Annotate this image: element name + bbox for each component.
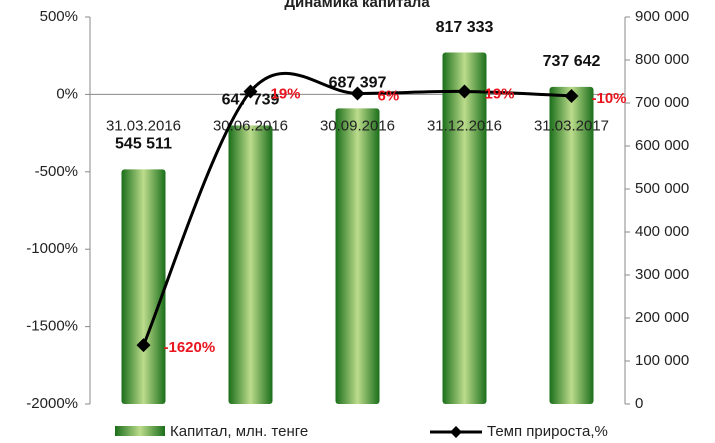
bar-value-label: 737 642 [543,53,601,70]
y-tick-label: 0% [56,85,78,102]
y2-tick-label: 100 000 [635,352,689,369]
y2-tick-label: 900 000 [635,8,689,25]
y2-tick-label: 800 000 [635,51,689,68]
y-tick-label: -2000% [26,395,78,412]
legend-swatch [450,426,462,438]
y-tick-label: -1000% [26,240,78,257]
y2-tick-label: 700 000 [635,94,689,111]
x-tick-label: 30.09.2016 [320,117,395,134]
bar [121,169,166,404]
bar [549,86,594,405]
bar [442,52,487,404]
line-marker [136,338,151,353]
bar [335,108,380,405]
x-tick-label: 31.03.2017 [534,117,609,134]
bar-value-label: 687 397 [329,75,387,92]
legend-swatch [115,426,165,436]
line-value-label: -1620% [164,339,216,356]
line [142,71,572,346]
line-value-label: 19% [485,85,515,102]
bar-value-label: 647 739 [222,92,280,109]
y-tick-label: -1500% [26,318,78,335]
line-marker [350,86,365,101]
line-marker [243,84,258,99]
y2-tick-label: 300 000 [635,266,689,283]
legend-label: Темп прироста,% [487,423,608,440]
line-value-label: 6% [378,87,400,104]
y2-tick-label: 200 000 [635,309,689,326]
x-tick-label: 31.03.2016 [106,117,181,134]
chart-title: Динамика капитала [284,0,430,11]
y-tick-label: -500% [35,163,78,180]
line-value-label: -10% [592,90,627,107]
y2-tick-label: 0 [635,395,643,412]
y-tick-label: 500% [40,8,78,25]
bar-value-label: 545 511 [115,136,172,153]
y2-tick-label: 400 000 [635,223,689,240]
y2-tick-label: 500 000 [635,180,689,197]
line-value-label: 19% [271,85,301,102]
legend-label: Капитал, млн. тенге [170,423,308,440]
x-tick-label: 30.06.2016 [213,117,288,134]
x-tick-label: 31.12.2016 [427,117,502,134]
bar-value-label: 817 333 [436,19,494,36]
line-marker [457,84,472,99]
bar [228,125,273,404]
line-marker [564,88,579,103]
y2-tick-label: 600 000 [635,137,689,154]
